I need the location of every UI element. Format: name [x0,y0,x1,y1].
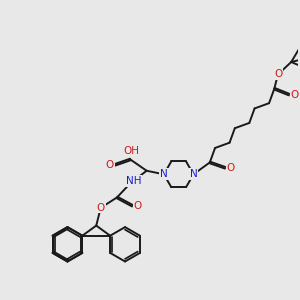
Text: O: O [134,201,142,211]
Text: O: O [274,69,282,79]
Text: N: N [190,169,198,179]
Text: N: N [160,169,168,179]
Text: NH: NH [126,176,142,186]
Text: O: O [290,90,298,100]
Text: O: O [106,160,114,170]
Text: O: O [226,163,235,173]
Text: OH: OH [123,146,139,156]
Text: O: O [97,202,105,212]
